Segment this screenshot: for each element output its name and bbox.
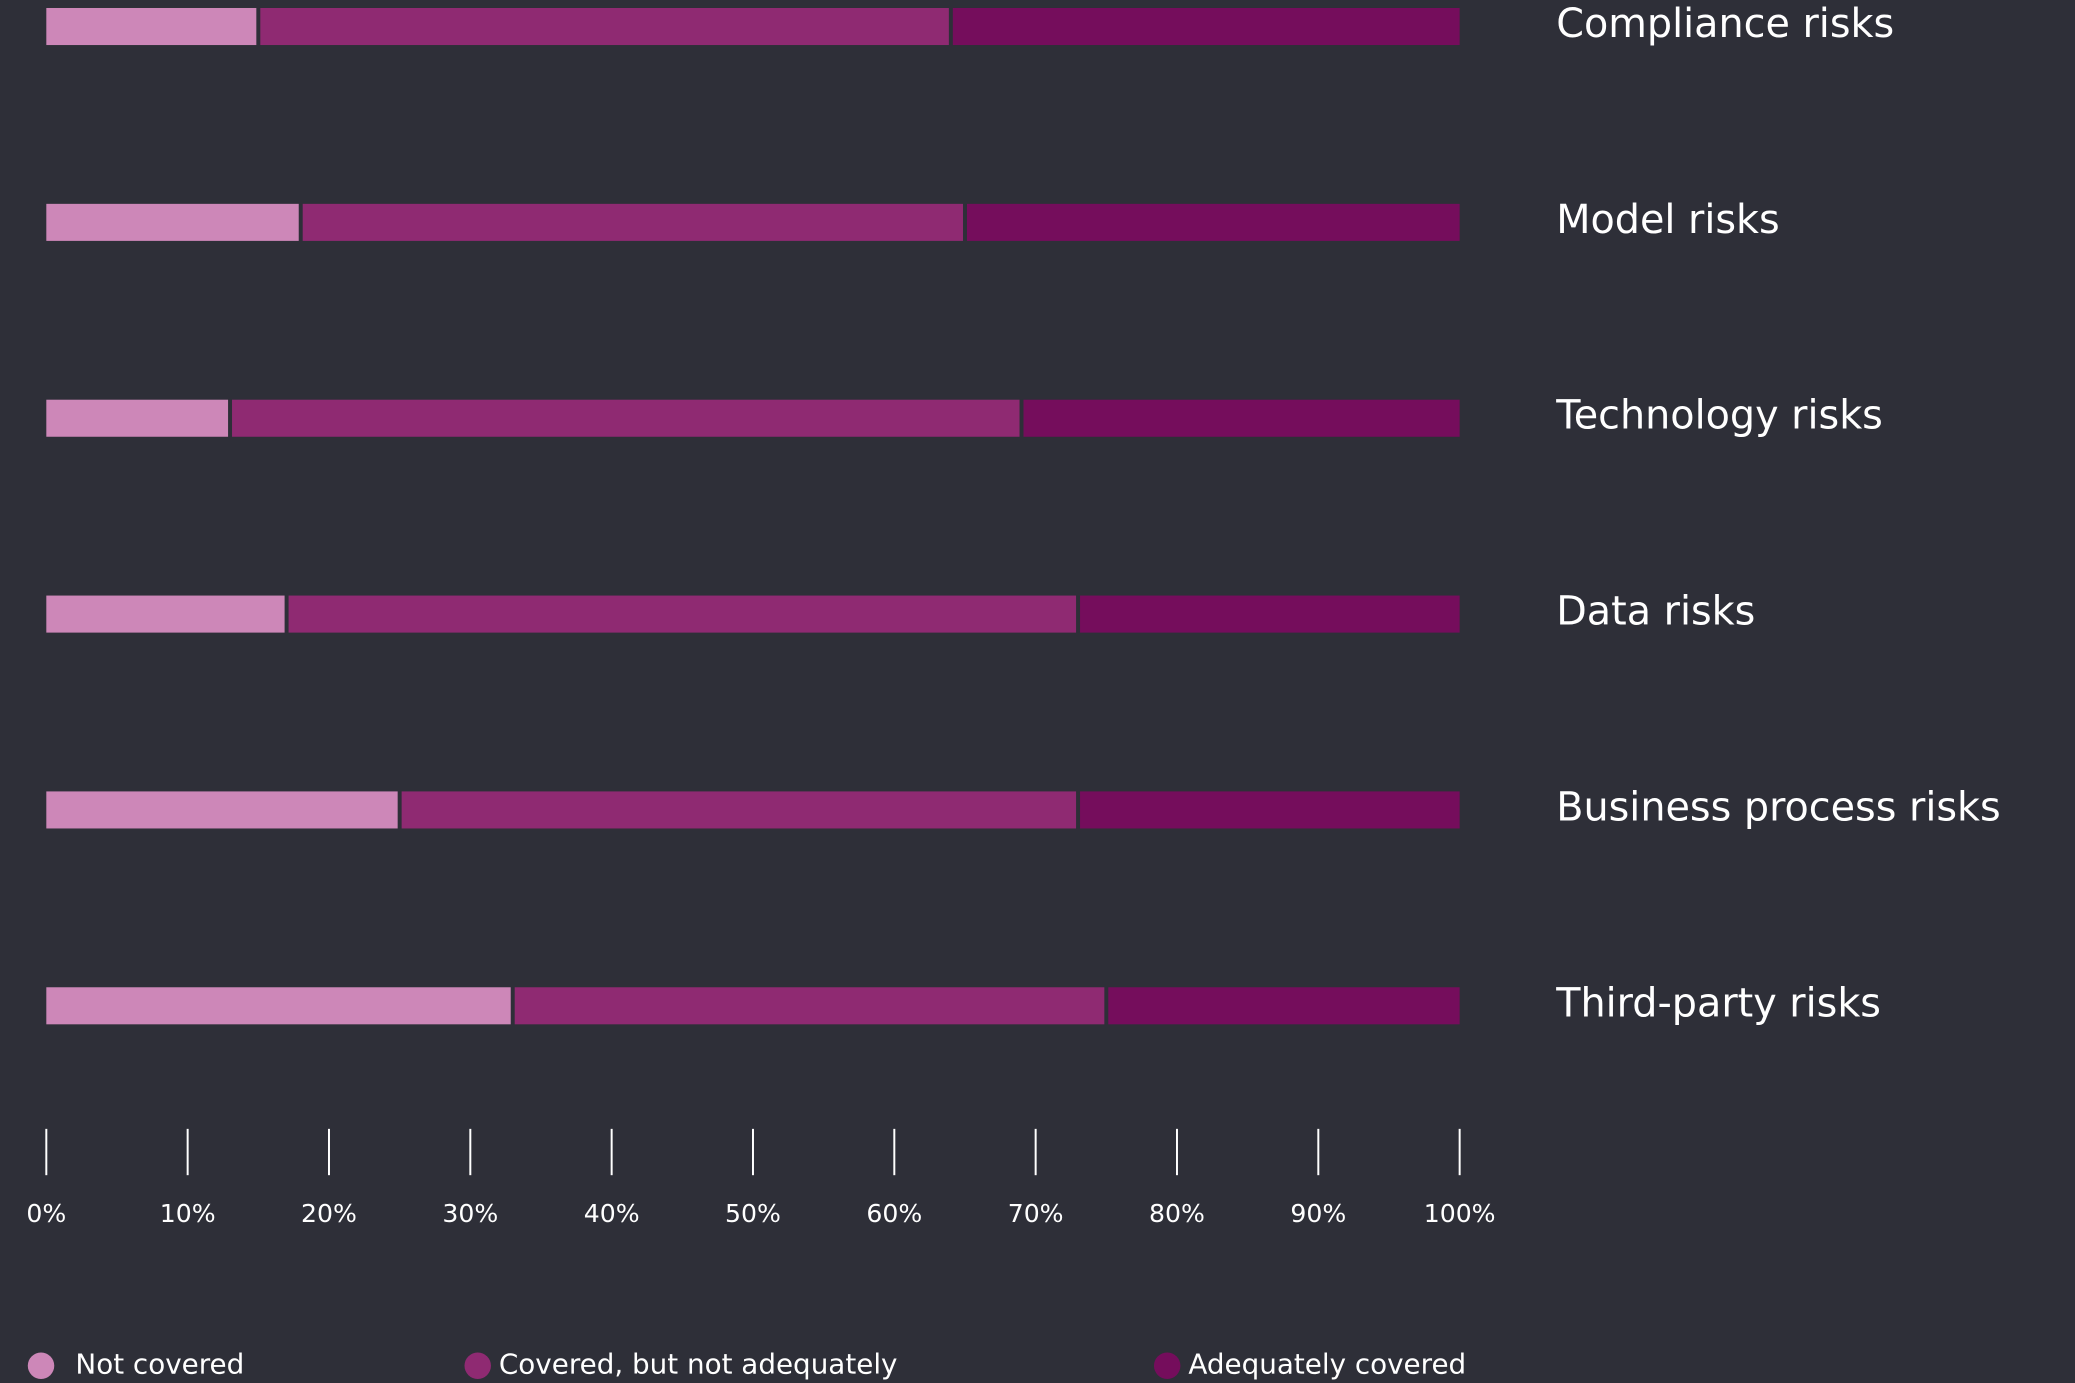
- category-label: Third-party risks: [1555, 980, 1881, 1026]
- x-tick-label: 80%: [1149, 1199, 1205, 1228]
- x-tick-label: 70%: [1008, 1199, 1064, 1228]
- legend-swatch: [27, 1352, 55, 1379]
- x-tick-label: 100%: [1424, 1199, 1496, 1228]
- x-tick-label: 20%: [301, 1199, 357, 1228]
- bar-segment: [1108, 987, 1460, 1025]
- legend-swatch: [464, 1352, 491, 1379]
- category-label: Model risks: [1556, 197, 1779, 243]
- bar-segment: [302, 203, 963, 241]
- legend-swatch: [1153, 1352, 1181, 1379]
- bar-segment: [46, 987, 511, 1025]
- x-tick-label: 40%: [584, 1199, 640, 1228]
- bar-segment: [46, 7, 257, 46]
- category-label: Business process risks: [1556, 784, 2000, 830]
- bar-segment: [46, 203, 299, 241]
- bar-segment: [1080, 791, 1460, 829]
- bar-segment: [232, 399, 1020, 437]
- category-label: Technology risks: [1555, 393, 1883, 439]
- x-tick-label: 90%: [1290, 1199, 1346, 1228]
- bar-segment: [46, 595, 285, 633]
- bar-segment: [46, 399, 229, 437]
- legend-label: Not covered: [75, 1348, 244, 1381]
- bar-segment: [966, 203, 1460, 241]
- bar-segment: [46, 791, 398, 829]
- x-tick-label: 10%: [160, 1199, 216, 1228]
- category-label: Data risks: [1556, 589, 1755, 635]
- x-tick-label: 60%: [866, 1199, 922, 1228]
- bar-segment: [1023, 399, 1460, 437]
- bar-segment: [514, 987, 1105, 1025]
- bar-segment: [1080, 595, 1460, 633]
- bar-segment: [260, 7, 949, 46]
- bar-segment: [288, 595, 1077, 633]
- x-tick-label: 0%: [26, 1199, 66, 1228]
- bar-segment: [401, 791, 1077, 829]
- x-tick-label: 50%: [725, 1199, 781, 1228]
- x-tick-label: 30%: [442, 1199, 498, 1228]
- legend-label: Covered, but not adequately: [499, 1348, 898, 1381]
- bar-segment: [952, 7, 1460, 46]
- legend-label: Adequately covered: [1188, 1348, 1466, 1381]
- category-label: Compliance risks: [1556, 1, 1894, 47]
